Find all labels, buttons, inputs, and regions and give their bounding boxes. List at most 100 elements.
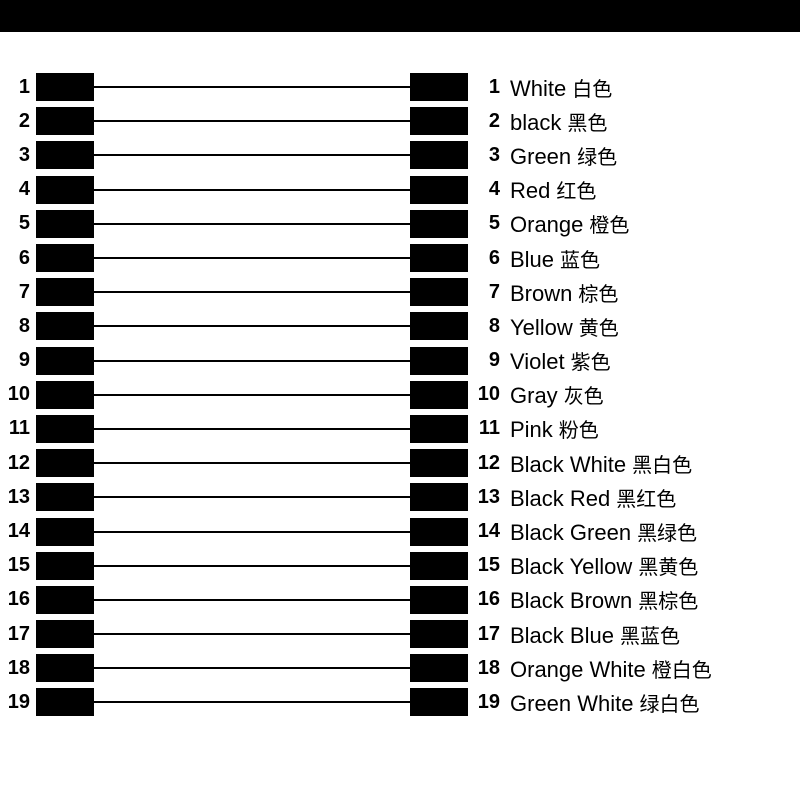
wire-color-label: Black Red黑红色 — [510, 483, 676, 512]
wire-color-zh: 橙色 — [589, 209, 629, 238]
wire-terminal-right — [410, 483, 468, 511]
wire-number-right: 2 — [470, 110, 500, 133]
wire-number-right: 9 — [470, 349, 500, 372]
wire-color-en: Yellow — [510, 315, 573, 341]
wire-terminal-left — [36, 244, 94, 272]
wire-number-left: 19 — [0, 691, 30, 714]
wire-color-en: Brown — [510, 281, 572, 307]
wire-color-label: Gray灰色 — [510, 380, 604, 409]
wire-color-label: black黑色 — [510, 107, 607, 136]
wire-number-right: 13 — [470, 486, 500, 509]
wire-terminal-left — [36, 176, 94, 204]
wire-color-label: Red红色 — [510, 175, 596, 204]
wire-line — [94, 154, 410, 156]
wire-color-label: White白色 — [510, 73, 612, 102]
wire-color-label: Violet紫色 — [510, 346, 611, 375]
wire-row: 1010Gray灰色 — [0, 378, 800, 412]
wire-color-zh: 黄色 — [579, 312, 619, 341]
wire-color-en: Blue — [510, 247, 554, 273]
wire-color-label: Black Blue黑蓝色 — [510, 620, 680, 649]
wire-number-left: 1 — [0, 76, 30, 99]
wire-number-left: 2 — [0, 110, 30, 133]
wire-row: 1313Black Red黑红色 — [0, 480, 800, 514]
wire-terminal-right — [410, 552, 468, 580]
wire-line — [94, 291, 410, 293]
wire-color-zh: 粉色 — [559, 414, 599, 443]
wire-terminal-right — [410, 586, 468, 614]
wire-terminal-left — [36, 415, 94, 443]
wire-number-right: 4 — [470, 178, 500, 201]
wire-number-right: 1 — [470, 76, 500, 99]
wire-line — [94, 360, 410, 362]
wire-number-right: 19 — [470, 691, 500, 714]
wire-color-label: Green绿色 — [510, 141, 617, 170]
wire-line — [94, 462, 410, 464]
wire-terminal-right — [410, 620, 468, 648]
wire-terminal-right — [410, 518, 468, 546]
wire-color-zh: 蓝色 — [560, 244, 600, 273]
wire-line — [94, 531, 410, 533]
wire-line — [94, 223, 410, 225]
wire-terminal-left — [36, 381, 94, 409]
wire-color-en: Black Red — [510, 486, 610, 512]
wire-terminal-left — [36, 483, 94, 511]
wire-number-left: 6 — [0, 247, 30, 270]
wire-color-en: Black White — [510, 452, 626, 478]
wire-color-en: Black Brown — [510, 588, 632, 614]
wire-terminal-left — [36, 586, 94, 614]
wire-color-table: 11White白色22black黑色33Green绿色44Red红色55Oran… — [0, 70, 800, 720]
wire-number-right: 8 — [470, 315, 500, 338]
wire-line — [94, 496, 410, 498]
wire-number-left: 17 — [0, 623, 30, 646]
wire-row: 33Green绿色 — [0, 138, 800, 172]
wire-number-right: 7 — [470, 281, 500, 304]
wire-color-label: Black Brown黑棕色 — [510, 585, 698, 614]
wire-number-left: 9 — [0, 349, 30, 372]
wire-color-zh: 黑棕色 — [638, 585, 698, 614]
wire-color-en: Pink — [510, 417, 553, 443]
wire-color-zh: 灰色 — [564, 380, 604, 409]
wire-color-zh: 黑蓝色 — [620, 620, 680, 649]
wire-line — [94, 189, 410, 191]
wire-terminal-left — [36, 620, 94, 648]
wire-number-right: 17 — [470, 623, 500, 646]
wire-terminal-right — [410, 381, 468, 409]
wire-number-right: 3 — [470, 144, 500, 167]
wire-terminal-left — [36, 518, 94, 546]
wire-color-label: Black White黑白色 — [510, 449, 692, 478]
wire-terminal-right — [410, 210, 468, 238]
wire-terminal-left — [36, 278, 94, 306]
wire-terminal-right — [410, 449, 468, 477]
wire-color-zh: 绿白色 — [640, 688, 700, 717]
wire-color-en: Orange — [510, 212, 583, 238]
wire-number-left: 15 — [0, 554, 30, 577]
wire-color-en: Violet — [510, 349, 565, 375]
wire-row: 1 1 White白色 — [0, 70, 800, 104]
wire-number-right: 15 — [470, 554, 500, 577]
wire-line — [94, 667, 410, 669]
wire-color-en: Orange White — [510, 657, 646, 683]
wire-terminal-left — [36, 552, 94, 580]
wire-color-en: Green — [510, 144, 571, 170]
wire-row: 17 17 Black Blue黑蓝色 — [0, 617, 800, 651]
wire-line — [94, 120, 410, 122]
wire-row: 1414Black Green黑绿色 — [0, 514, 800, 548]
wire-terminal-right — [410, 73, 468, 101]
wire-color-zh: 黑红色 — [616, 483, 676, 512]
wire-terminal-right — [410, 312, 468, 340]
wire-line — [94, 325, 410, 327]
wire-color-zh: 绿色 — [577, 141, 617, 170]
wire-color-zh: 红色 — [556, 175, 596, 204]
wire-number-left: 10 — [0, 383, 30, 406]
canvas: 11White白色22black黑色33Green绿色44Red红色55Oran… — [0, 0, 800, 800]
wire-line — [94, 633, 410, 635]
wire-number-left: 8 — [0, 315, 30, 338]
wire-row: 44Red红色 — [0, 173, 800, 207]
wire-color-label: Black Yellow黑黄色 — [510, 551, 698, 580]
wire-color-zh: 紫色 — [571, 346, 611, 375]
wire-color-label: Green White绿白色 — [510, 688, 700, 717]
wire-terminal-left — [36, 654, 94, 682]
wire-color-zh: 黑黄色 — [638, 551, 698, 580]
wire-color-label: Orange White橙白色 — [510, 654, 712, 683]
wire-row: 1616Black Brown黑棕色 — [0, 583, 800, 617]
